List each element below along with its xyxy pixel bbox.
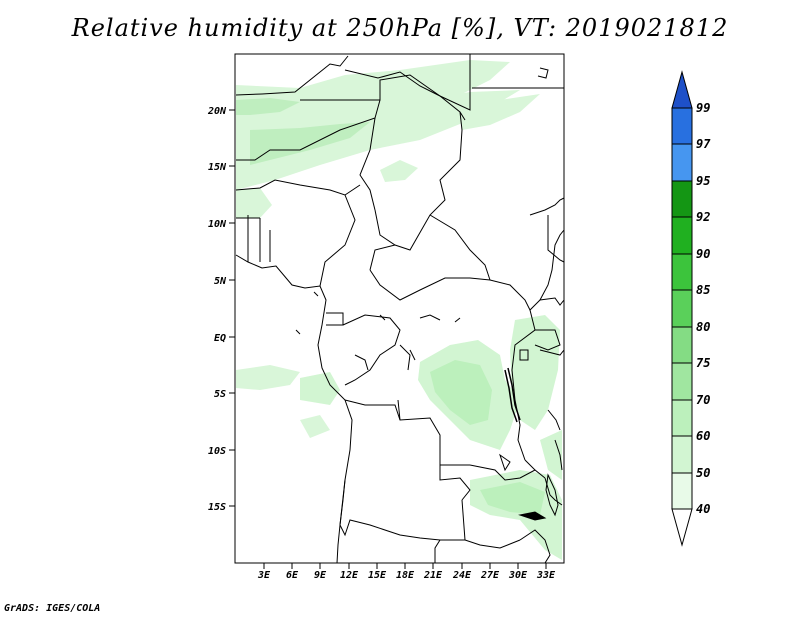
lat-label-20n: 20N (207, 106, 227, 117)
map-panel: 20N 15N 10N 5N EQ 5S 10S 15S 3E 6E 9E 12… (207, 53, 565, 581)
colorbar-swatch-75-80 (671, 326, 693, 364)
lon-label-33e: 33E (536, 570, 556, 581)
lon-label-21e: 21E (423, 570, 443, 581)
lat-label-15n: 15N (208, 162, 227, 173)
colorbar-label-95: 95 (696, 174, 710, 188)
grads-credit: GrADS: IGES/COLA (4, 603, 101, 614)
lon-label-18e: 18E (396, 570, 415, 581)
lon-label-15e: 15E (368, 570, 387, 581)
lon-label-9e: 9E (314, 570, 327, 581)
lon-label-3e: 3E (257, 570, 271, 581)
map-frame (234, 53, 565, 564)
colorbar-label-75: 75 (696, 356, 710, 370)
colorbar-label-99: 99 (696, 101, 710, 115)
colorbar-label-90: 90 (696, 247, 710, 261)
colorbar-swatch-50-60 (671, 435, 693, 474)
lat-label-5n: 5N (214, 276, 227, 287)
lon-label-24e: 24E (452, 570, 472, 581)
colorbar-label-97: 97 (696, 137, 711, 151)
lon-label-30e: 30E (508, 570, 528, 581)
colorbar-swatch-97-99 (671, 107, 693, 145)
lon-label-6e: 6E (286, 570, 299, 581)
colorbar-swatch-92-95 (671, 180, 693, 218)
colorbar-label-50: 50 (696, 466, 710, 480)
colorbar-swatch-40-50 (671, 472, 693, 510)
lon-ticks (263, 563, 547, 569)
colorbar-label-85: 85 (696, 283, 710, 297)
lat-label-10n: 10N (208, 219, 227, 230)
lat-label-5s: 5S (214, 389, 226, 400)
humidity-shading (236, 60, 562, 560)
colorbar-swatch-80-85 (671, 289, 693, 328)
colorbar-bottom-arrow (671, 508, 693, 547)
colorbar-swatch-95-97 (671, 143, 693, 182)
colorbar-label-92: 92 (696, 210, 710, 224)
colorbar-swatch-70-75 (671, 362, 693, 401)
colorbar-label-80: 80 (696, 320, 710, 334)
lon-label-12e: 12E (340, 570, 359, 581)
colorbar-top-arrow (671, 70, 693, 109)
colorbar-swatch-90-92 (671, 216, 693, 255)
colorbar-label-70: 70 (696, 393, 710, 407)
colorbar: 99 97 95 92 90 85 80 75 70 60 50 40 (671, 70, 711, 547)
colorbar-label-60: 60 (696, 429, 710, 443)
lon-label-27e: 27E (480, 570, 500, 581)
lat-label-eq: EQ (214, 333, 226, 344)
coastline-borders (235, 54, 565, 564)
lat-ticks (229, 109, 235, 507)
colorbar-swatch-85-90 (671, 253, 693, 291)
map-title: Relative humidity at 250hPa [%], VT: 201… (71, 14, 729, 42)
lat-label-15s: 15S (208, 502, 226, 513)
lat-label-10s: 10S (208, 446, 226, 457)
colorbar-swatch-60-70 (671, 399, 693, 437)
colorbar-label-40: 40 (696, 502, 710, 516)
